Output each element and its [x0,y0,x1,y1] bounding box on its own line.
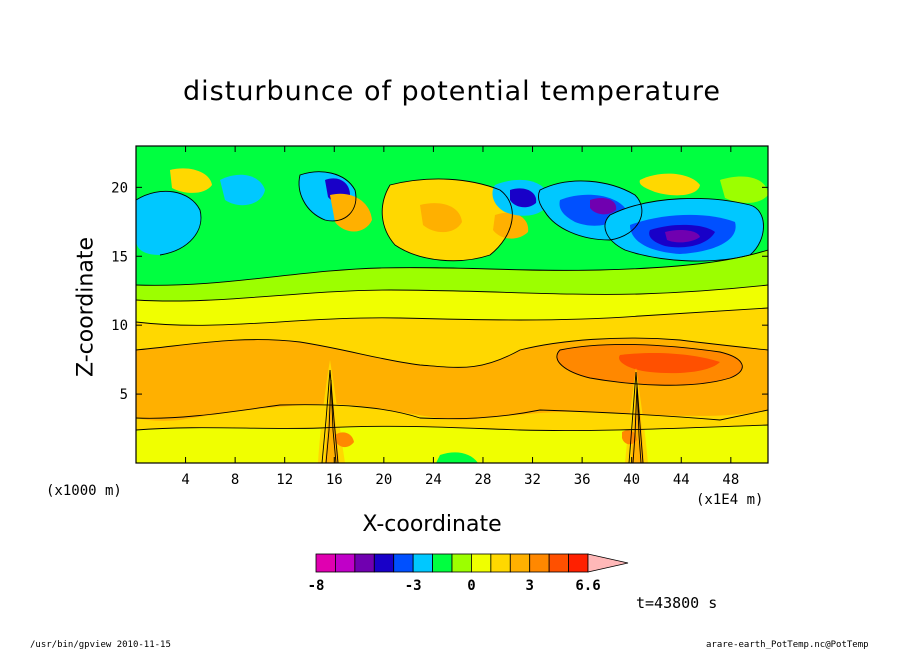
colorbar-box [529,553,550,573]
x-tick-label: 48 [722,472,739,488]
colorbar-label: -3 [405,578,422,594]
x-unit-note-left: (x1000 m) [46,483,122,499]
time-label: t=43800 s [636,594,718,612]
y-tick-label: 10 [111,318,128,334]
x-tick-label: 8 [231,472,239,488]
x-tick-label: 40 [623,472,640,488]
colorbar-box [568,553,589,573]
x-tick-label: 4 [181,472,189,488]
x-tick-label: 12 [276,472,293,488]
y-tick-label: 15 [111,249,128,265]
x-tick-label: 36 [574,472,591,488]
footer-right: arare-earth_PotTemp.nc@PotTemp [706,640,869,650]
colorbar-label: 6.6 [575,578,600,594]
contour-lines [136,171,768,463]
colorbar-box [354,553,375,573]
colorbar-box [373,553,395,573]
colorbar-box [393,553,414,573]
colorbar-box [490,553,511,573]
x-tick-label: 16 [326,472,343,488]
contour-fill-layer [136,146,768,463]
x-tick-label: 44 [673,472,690,488]
plot-frame [135,145,769,464]
x-unit-note-right: (x1E4 m) [696,492,764,508]
colorbar-label: -8 [308,578,325,594]
x-tick-label: 20 [375,472,392,488]
y-tick-label: 5 [120,387,128,403]
chart-title: disturbunce of potential temperature [183,76,721,107]
colorbar-box [471,553,492,573]
colorbar-box [432,553,453,573]
x-tick-label: 32 [524,472,541,488]
colorbar-box [335,553,356,573]
colorbar-label: 0 [467,578,475,594]
x-tick-label: 24 [425,472,442,488]
y-tick-label: 20 [111,180,128,196]
x-axis-label: X-coordinate [362,512,502,537]
y-axis-label: Z-coordinate [73,237,99,377]
colorbar-box [548,553,569,573]
colorbar-boxes [315,553,629,573]
colorbar-label: 3 [525,578,533,594]
colorbar-box [509,553,531,573]
colorbar-box [315,553,336,573]
x-tick-label: 28 [475,472,492,488]
colorbar-box [412,553,433,573]
colorbar-arrow [587,553,629,573]
colorbar-labels: -8 -3 0 3 6.6 [308,578,601,594]
colorbar-box [451,553,472,573]
footer-left: /usr/bin/gpview 2010-11-15 [30,640,171,650]
